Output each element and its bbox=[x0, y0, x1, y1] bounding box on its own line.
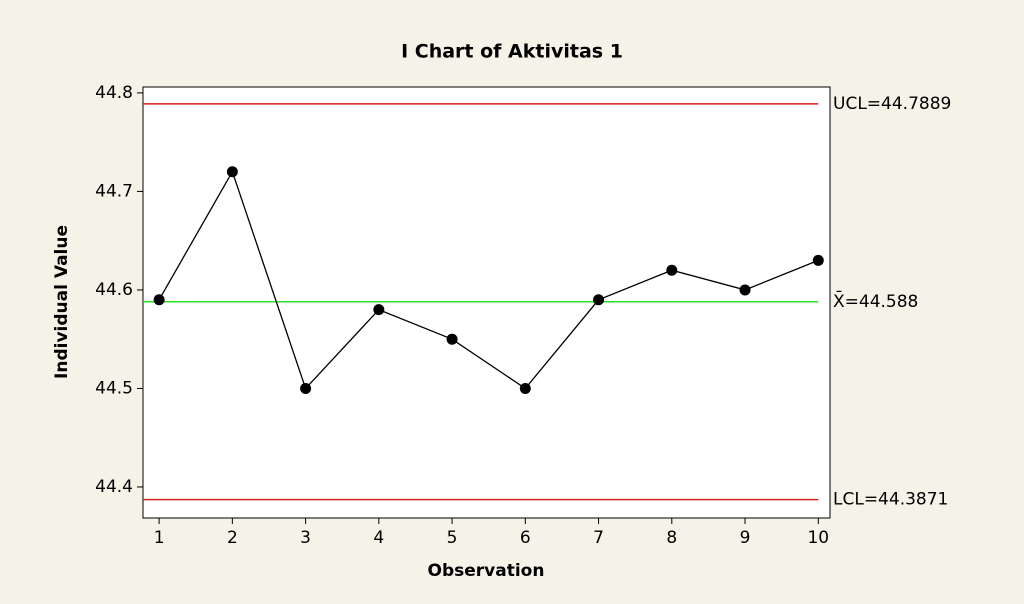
data-point bbox=[153, 294, 165, 306]
x-tick-label: 1 bbox=[154, 528, 165, 548]
y-tick-label: 44.7 bbox=[95, 181, 133, 201]
x-tick-label: 4 bbox=[373, 528, 384, 548]
data-point bbox=[519, 382, 531, 394]
series-line bbox=[158, 170, 819, 390]
control-line-label: X̄=44.588 bbox=[833, 290, 918, 312]
control-line-label: UCL=44.7889 bbox=[833, 94, 951, 114]
x-tick-label: 3 bbox=[300, 528, 311, 548]
data-point bbox=[300, 382, 312, 394]
data-point bbox=[446, 333, 458, 345]
x-tick-label: 5 bbox=[447, 528, 458, 548]
data-point bbox=[226, 166, 238, 178]
x-axis-label: Observation bbox=[428, 561, 545, 581]
data-point bbox=[812, 254, 824, 266]
x-tick-label: 8 bbox=[666, 528, 677, 548]
data-point bbox=[373, 304, 385, 316]
control-line-label: LCL=44.3871 bbox=[833, 490, 948, 510]
x-tick-label: 2 bbox=[227, 528, 238, 548]
y-tick-label: 44.4 bbox=[95, 477, 133, 497]
y-axis-label: Individual Value bbox=[52, 225, 72, 379]
data-point bbox=[739, 284, 751, 296]
y-tick-label: 44.6 bbox=[95, 280, 133, 300]
y-tick-label: 44.8 bbox=[95, 83, 133, 103]
x-tick-label: 7 bbox=[593, 528, 604, 548]
x-tick-label: 6 bbox=[520, 528, 531, 548]
x-tick-label: 9 bbox=[740, 528, 751, 548]
data-point bbox=[666, 264, 678, 276]
x-tick-label: 10 bbox=[807, 528, 829, 548]
chart-title: I Chart of Aktivitas 1 bbox=[401, 41, 623, 63]
y-tick-label: 44.5 bbox=[95, 378, 133, 398]
data-point bbox=[593, 294, 605, 306]
